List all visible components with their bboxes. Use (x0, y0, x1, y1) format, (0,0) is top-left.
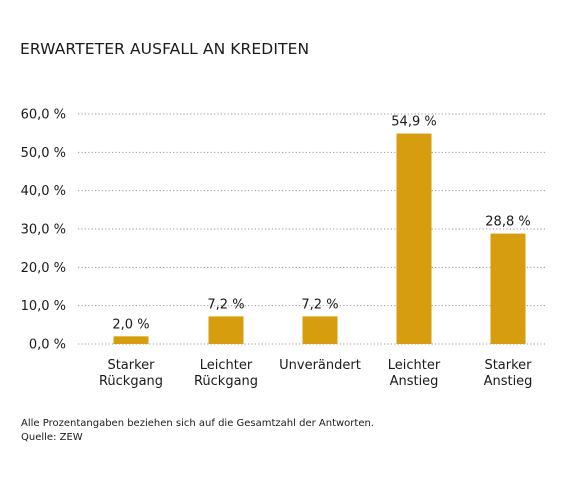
category-label: Unverändert (279, 358, 361, 373)
value-label: 54,9 % (391, 115, 436, 130)
y-tick-label: 20,0 % (21, 261, 66, 276)
bars (113, 133, 526, 344)
category-labels: StarkerRückgangLeichterRückgangUnverände… (99, 358, 532, 389)
value-labels: 2,0 % 7,2 % 7,2 % 54,9 % 28,8 % (112, 115, 530, 333)
y-tick-label: 30,0 % (21, 223, 66, 238)
bar-4 (490, 233, 526, 344)
category-label: Anstieg (390, 374, 439, 389)
value-label: 7,2 % (301, 297, 338, 312)
footnote-note: Alle Prozentangaben beziehen sich auf di… (21, 418, 374, 429)
bar-1 (208, 316, 244, 344)
category-label: Leichter (388, 358, 441, 373)
y-tick-label: 0,0 % (29, 338, 66, 353)
category-label: Starker (484, 358, 532, 373)
bar-3 (396, 133, 432, 344)
y-tick-label: 50,0 % (21, 146, 66, 161)
y-tick-label: 60,0 % (21, 108, 66, 123)
chart-title: ERWARTETER AUSFALL AN KREDITEN (20, 40, 309, 58)
category-label: Rückgang (194, 374, 258, 389)
y-tick-label: 40,0 % (21, 184, 66, 199)
value-label: 28,8 % (485, 215, 530, 230)
bar-2 (302, 316, 338, 344)
category-label: Anstieg (484, 374, 533, 389)
value-label: 2,0 % (112, 317, 149, 332)
y-tick-label: 10,0 % (21, 299, 66, 314)
category-label: Leichter (200, 358, 253, 373)
value-label: 7,2 % (207, 297, 244, 312)
y-axis-tick-labels: 0,0 % 10,0 % 20,0 % 30,0 % 40,0 % 50,0 % 60,0 … (21, 108, 66, 353)
bar-0 (113, 336, 149, 344)
category-label: Rückgang (99, 374, 163, 389)
source-note: Quelle: ZEW (21, 432, 83, 443)
category-label: Starker (107, 358, 155, 373)
